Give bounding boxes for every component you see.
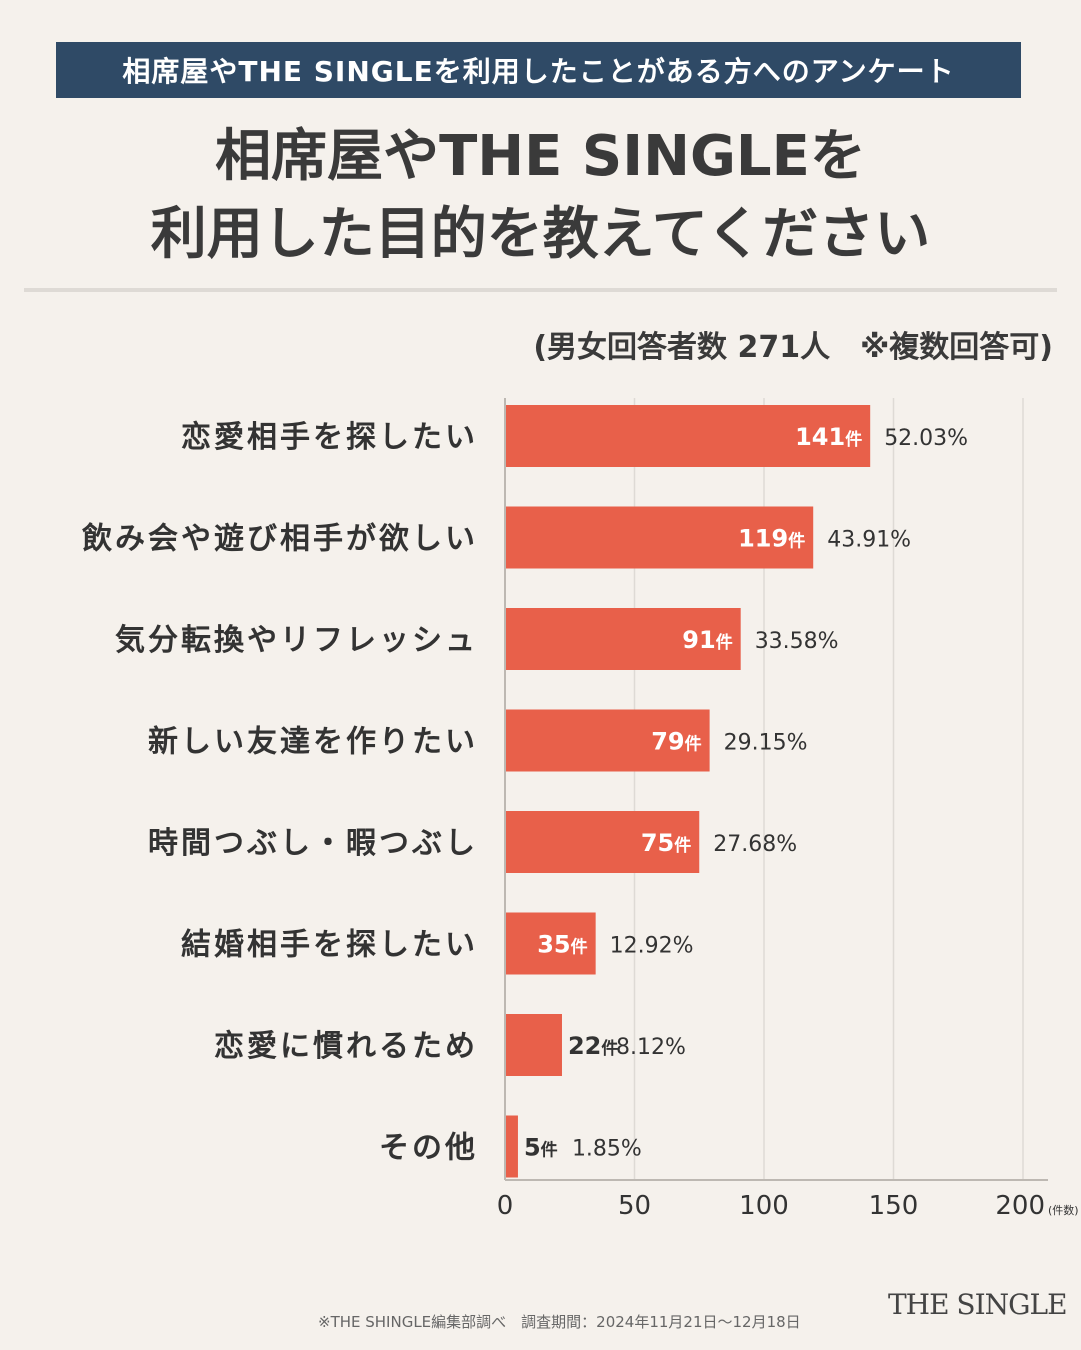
category-label-3: 新しい友達を作りたい bbox=[148, 725, 478, 760]
respondent-note: (男女回答者数 271人 ※複数回答可) bbox=[533, 330, 1053, 365]
value-label-4: 75件 bbox=[641, 829, 691, 857]
category-label-1: 飲み会や遊び相手が欲しい bbox=[82, 522, 478, 557]
percent-label-5: 12.92% bbox=[610, 934, 694, 959]
percent-label-7: 1.85% bbox=[572, 1137, 642, 1162]
bar-4 bbox=[505, 811, 700, 873]
title-divider bbox=[24, 288, 1057, 292]
bar-7 bbox=[505, 1115, 518, 1178]
source-note: ※THE SHINGLE編集部調べ 調査期間：2024年11月21日〜12月18… bbox=[318, 1313, 801, 1331]
brand-logo: THE SINGLE bbox=[888, 1288, 1068, 1321]
value-label-6: 22件 bbox=[568, 1032, 618, 1060]
value-label-3: 79件 bbox=[651, 728, 701, 756]
percent-label-6: 8.12% bbox=[616, 1035, 686, 1060]
value-label-5: 35件 bbox=[537, 931, 587, 959]
bar-3 bbox=[505, 709, 710, 772]
value-label-1: 119件 bbox=[738, 525, 805, 553]
bar-1 bbox=[505, 506, 814, 569]
bar-5 bbox=[505, 912, 596, 975]
x-tick-label-4: 200 bbox=[995, 1191, 1045, 1221]
survey-banner: 相席屋やTHE SINGLEを利用したことがある方へのアンケート bbox=[56, 42, 1021, 98]
percent-label-2: 33.58% bbox=[755, 629, 839, 654]
category-label-5: 結婚相手を探したい bbox=[181, 928, 478, 963]
chart-title-line-2: 利用した目的を教えてください bbox=[150, 202, 931, 267]
category-label-6: 恋愛に慣れるため bbox=[214, 1029, 478, 1064]
category-label-0: 恋愛相手を探したい bbox=[181, 420, 478, 455]
x-tick-label-1: 50 bbox=[618, 1191, 651, 1221]
bar-0 bbox=[505, 405, 871, 467]
x-unit-label: (件数) bbox=[1048, 1204, 1079, 1217]
category-label-7: その他 bbox=[379, 1131, 478, 1166]
value-label-7: 5件 bbox=[524, 1134, 558, 1162]
bar-6 bbox=[505, 1014, 562, 1076]
bar-2 bbox=[505, 608, 741, 670]
percent-label-3: 29.15% bbox=[724, 731, 808, 756]
x-tick-label-2: 100 bbox=[739, 1191, 789, 1221]
value-label-0: 141件 bbox=[795, 423, 862, 451]
x-tick-label-0: 0 bbox=[497, 1191, 514, 1221]
percent-label-0: 52.03% bbox=[884, 426, 968, 451]
chart-title-line-1: 相席屋やTHE SINGLEを bbox=[215, 124, 866, 189]
survey-banner-text: 相席屋やTHE SINGLEを利用したことがある方へのアンケート bbox=[122, 55, 955, 88]
chart-title: 相席屋やTHE SINGLEを 利用した目的を教えてください bbox=[0, 118, 1081, 274]
category-label-4: 時間つぶし・暇つぶし bbox=[148, 826, 478, 861]
percent-label-1: 43.91% bbox=[827, 528, 911, 553]
x-tick-label-3: 150 bbox=[869, 1191, 919, 1221]
value-label-2: 91件 bbox=[682, 626, 732, 654]
category-label-2: 気分転換やリフレッシュ bbox=[115, 623, 478, 658]
percent-label-4: 27.68% bbox=[713, 832, 797, 857]
